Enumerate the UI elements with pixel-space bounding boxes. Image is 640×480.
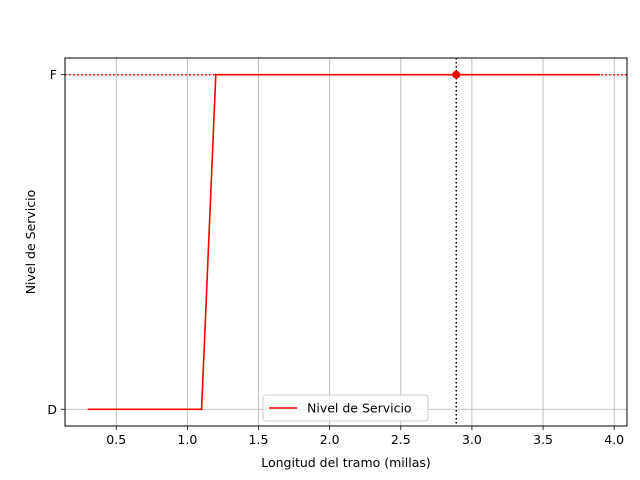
series-layer <box>87 70 600 411</box>
ticks: 0.5 1.0 1.5 2.0 2.5 3.0 3.5 4.0 D F <box>47 67 624 447</box>
x-tick-label: 2.0 <box>320 432 340 447</box>
plot-area-frame <box>64 57 628 427</box>
legend-entry-label: Nivel de Servicio <box>307 401 412 416</box>
legend-box <box>262 394 429 422</box>
x-tick-label: 4.0 <box>604 432 624 447</box>
y-tick-label: F <box>50 67 57 82</box>
x-tick-label: 0.5 <box>106 432 126 447</box>
x-tick-label: 3.0 <box>462 432 482 447</box>
y-tick-label: D <box>47 402 57 417</box>
x-tick-label: 1.5 <box>249 432 269 447</box>
highlight-marker <box>452 70 461 79</box>
x-tick-label: 2.5 <box>391 432 411 447</box>
x-tick-label: 3.5 <box>533 432 553 447</box>
legend: Nivel de Servicio <box>262 394 429 422</box>
x-tick-label: 1.0 <box>177 432 197 447</box>
y-axis-label: Nivel de Servicio <box>23 190 38 295</box>
series-line <box>87 73 600 411</box>
x-axis-label: Longitud del tramo (millas) <box>261 455 431 470</box>
